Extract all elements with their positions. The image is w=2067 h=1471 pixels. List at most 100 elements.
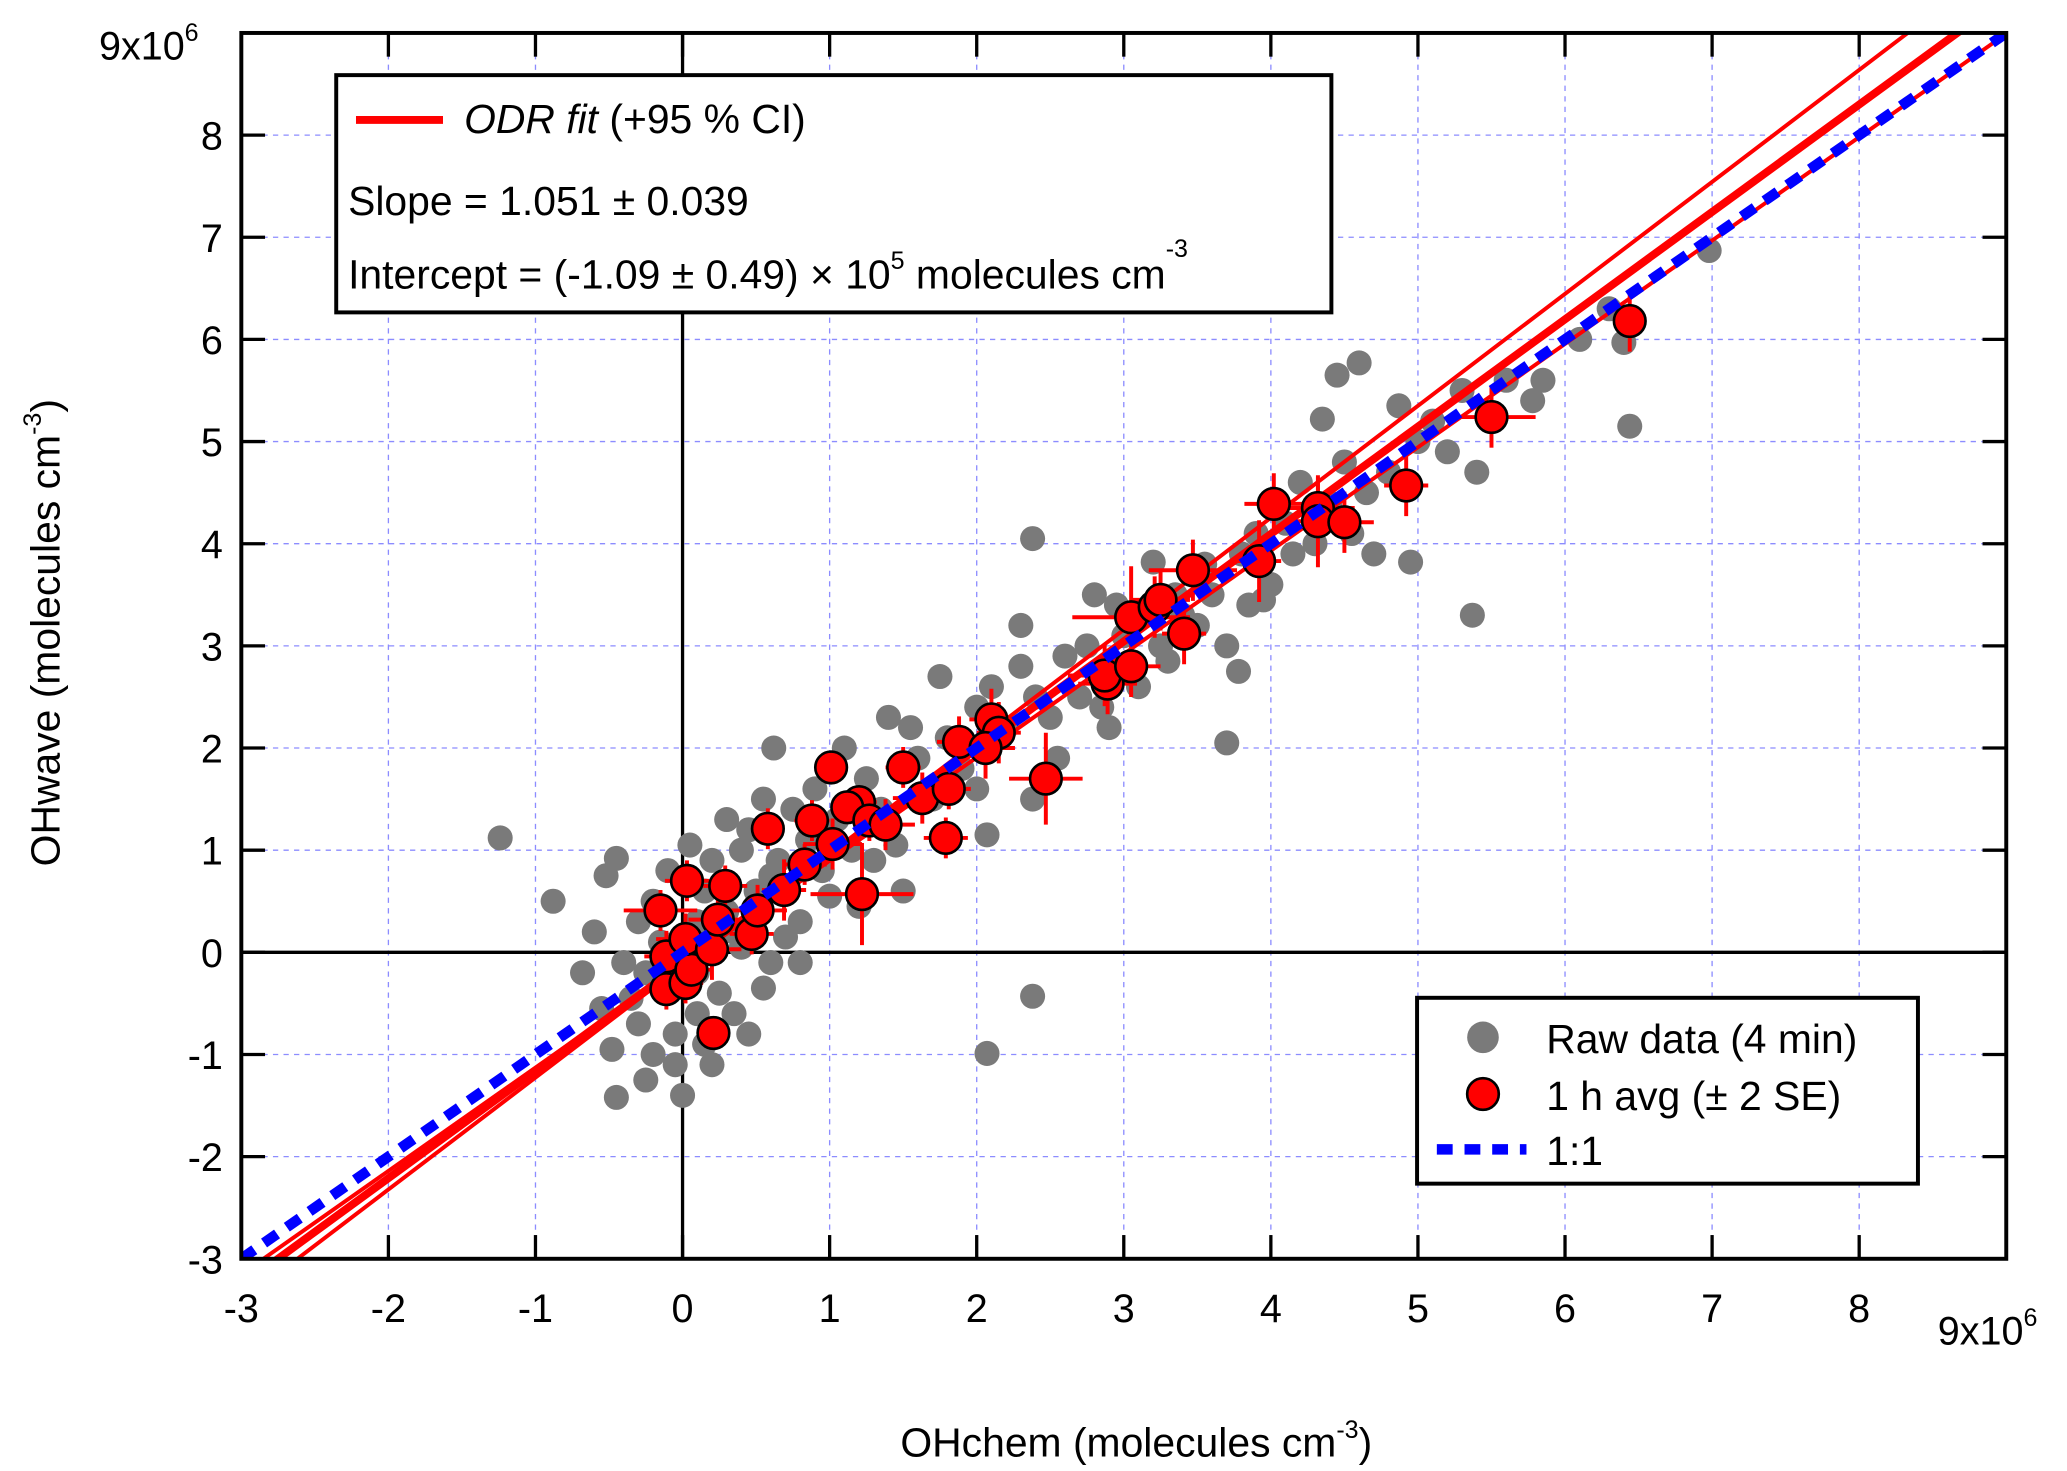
y-tick-label: 7 <box>201 217 223 261</box>
raw-data-point <box>978 674 1004 700</box>
raw-data-point <box>1617 413 1643 439</box>
raw-data-point <box>736 1021 762 1047</box>
raw-data-point <box>640 1041 666 1068</box>
raw-data-point <box>1020 983 1046 1009</box>
raw-data-point <box>875 704 901 730</box>
raw-data-point <box>1155 648 1181 674</box>
hourly-avg-point <box>794 803 830 838</box>
legend-avg-label: 1 h avg (± 2 SE) <box>1546 1073 1841 1119</box>
raw-data-point <box>603 845 629 871</box>
raw-data-point <box>1361 541 1387 567</box>
raw-data-point <box>898 715 924 741</box>
hourly-avg-point <box>928 820 963 856</box>
y-tick-label: 1 <box>201 830 223 874</box>
raw-data-point <box>699 1052 725 1078</box>
raw-data-point <box>728 837 754 863</box>
raw-data-point <box>581 919 607 945</box>
x-tick-label: 4 <box>1260 1287 1282 1331</box>
raw-data-point <box>599 1036 625 1062</box>
x-axis-title: OHchem (molecules cm-3) <box>900 1416 1372 1465</box>
hourly-avg-point <box>1175 553 1211 588</box>
y-tick-label: -1 <box>188 1034 223 1078</box>
legend-raw-label: Raw data (4 min) <box>1546 1016 1857 1062</box>
hourly-avg-point <box>1474 399 1509 435</box>
raw-data-point <box>1214 633 1240 659</box>
x-axis-multiplier: 9x106 <box>1938 1304 2038 1353</box>
raw-data-point <box>1287 469 1313 495</box>
raw-data-point <box>761 735 787 761</box>
raw-data-point <box>787 909 813 935</box>
hourly-avg-point <box>696 1015 731 1051</box>
hourly-avg-point <box>1143 582 1178 618</box>
axis-ticks: -3 -2 -1 0 1 2 3 4 5 6 7 8 -3 -2 -1 0 1 2 3 4 5 6 7 8 <box>188 32 2007 1331</box>
plot-marks <box>241 32 2007 1259</box>
raw-data-point <box>1052 643 1078 669</box>
raw-data-point <box>662 1052 688 1078</box>
x-tick-label: 7 <box>1701 1287 1723 1331</box>
raw-data-point <box>611 950 637 976</box>
hourly-avg-point <box>1612 303 1647 339</box>
x-tick-label: -1 <box>518 1287 553 1331</box>
hourly-avg-point <box>1389 468 1424 503</box>
hourly-avg-point <box>750 811 785 846</box>
legend-raw-marker <box>1467 1021 1499 1054</box>
y-tick-label: -2 <box>188 1136 223 1180</box>
raw-data-point <box>802 776 828 802</box>
raw-data-point <box>1020 526 1046 552</box>
raw-data-point <box>1324 362 1350 388</box>
hourly-avg-point <box>813 750 849 785</box>
hourly-avg-point <box>886 750 921 785</box>
raw-data-point <box>487 825 513 851</box>
y-tick-label: 8 <box>201 115 223 159</box>
hourly-avg-point <box>844 876 880 912</box>
fit-legend-label: ODR fit (+95 % CI) <box>464 96 806 142</box>
raw-data-point <box>603 1084 629 1110</box>
raw-data-point <box>1081 582 1107 608</box>
raw-data-point <box>1346 350 1372 376</box>
raw-data-point <box>890 878 916 904</box>
raw-data-point <box>1250 587 1277 613</box>
legend-one-to-one-label: 1:1 <box>1546 1128 1603 1174</box>
raw-data-point <box>750 786 776 812</box>
y-axis-multiplier: 9x106 <box>99 19 199 68</box>
raw-data-point <box>721 1001 747 1027</box>
x-tick-label: -3 <box>224 1287 259 1331</box>
raw-data-point <box>714 807 740 833</box>
hourly-avg-point <box>1028 761 1063 796</box>
raw-data-point <box>1008 612 1034 638</box>
hourly-avg-point <box>708 868 743 904</box>
odr-fit-line <box>271 32 1964 1259</box>
raw-data-point <box>1398 549 1424 575</box>
y-tick-label: 6 <box>201 319 223 363</box>
y-tick-label: 3 <box>201 625 223 669</box>
raw-data-point <box>927 663 953 690</box>
raw-data-point <box>699 847 725 873</box>
hourly-avg-point <box>669 863 705 898</box>
raw-data-point <box>1459 602 1485 628</box>
intercept-text: Intercept = (-1.09 ± 0.49) × 105 molecul… <box>348 235 1188 298</box>
raw-data-point <box>1096 715 1122 741</box>
hourly-avg-point <box>1114 649 1149 684</box>
slope-text: Slope = 1.051 ± 0.039 <box>348 178 749 224</box>
raw-data-point <box>570 960 596 986</box>
raw-data-point <box>1464 459 1490 485</box>
raw-data-point <box>670 1082 696 1108</box>
raw-data-point <box>964 776 990 802</box>
raw-data-point <box>540 888 566 914</box>
raw-data-point <box>706 980 732 1006</box>
raw-data-point <box>662 1021 688 1047</box>
y-tick-label: -3 <box>188 1238 223 1282</box>
raw-data-point <box>1225 658 1252 684</box>
raw-data-point <box>1386 393 1412 419</box>
x-tick-label: 1 <box>819 1287 841 1331</box>
raw-data-point <box>1074 633 1100 659</box>
raw-data-point <box>1280 541 1306 567</box>
raw-data-point <box>787 950 813 976</box>
raw-data-point <box>1434 439 1460 465</box>
y-tick-label: 4 <box>201 523 223 567</box>
hourly-avg-point <box>1166 616 1202 651</box>
y-tick-label: 5 <box>201 421 223 465</box>
x-tick-label: 8 <box>1848 1287 1870 1331</box>
x-tick-label: 3 <box>1113 1287 1135 1331</box>
